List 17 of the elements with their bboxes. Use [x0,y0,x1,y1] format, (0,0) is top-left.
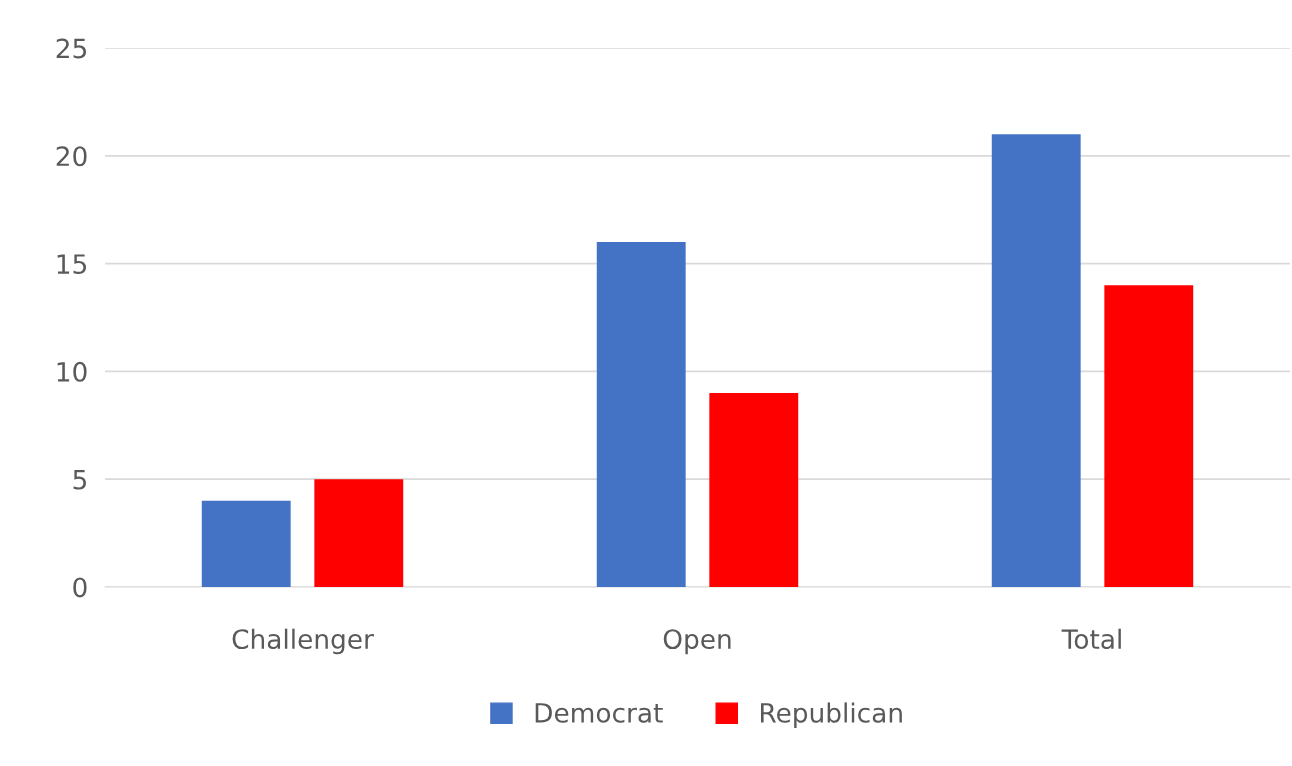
bar [991,134,1081,587]
legend-label: Republican [761,702,902,728]
y-tick-label: 0 [73,577,87,598]
y-tick-label: 10 [57,361,87,382]
bar [314,479,404,587]
bar [709,392,799,587]
x-tick-label: Challenger [232,628,374,655]
y-tick-label: 20 [56,146,87,167]
y-tick-label: 5 [73,469,87,490]
x-tick-label: Open [663,629,731,655]
x-tick-label: Total [1061,628,1121,650]
bar [1104,285,1194,587]
bar [596,242,686,587]
bar [201,500,291,587]
legend-label: Democrat [535,703,663,723]
y-tick-label: 15 [57,254,87,274]
y-tick-label: 25 [56,38,87,59]
